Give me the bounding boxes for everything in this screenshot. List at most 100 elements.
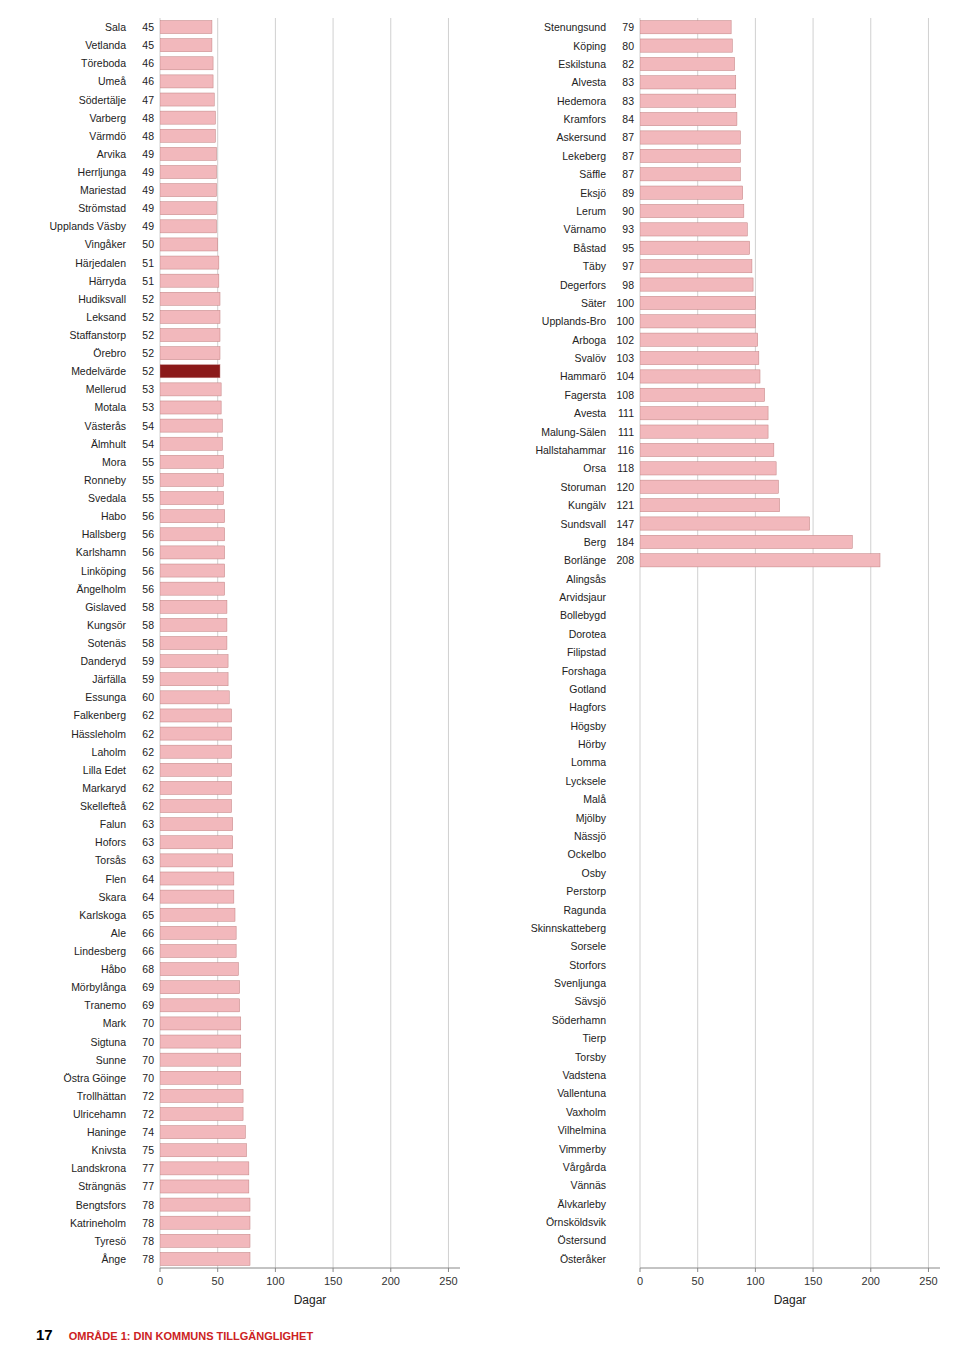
data-label: 100 xyxy=(616,297,634,309)
data-label: 87 xyxy=(622,168,634,180)
data-label: 69 xyxy=(142,999,154,1011)
bar xyxy=(640,646,641,659)
bar xyxy=(640,1032,641,1045)
bar xyxy=(160,564,225,577)
category-label: Sundsvall xyxy=(560,518,606,530)
category-label: Perstorp xyxy=(566,885,606,897)
bar xyxy=(160,890,234,903)
category-label: Älvkarleby xyxy=(558,1198,607,1210)
grid-line xyxy=(928,18,929,1268)
bar xyxy=(640,333,758,346)
bar xyxy=(160,963,238,976)
tick-label: 250 xyxy=(439,1275,457,1287)
grid-line xyxy=(813,18,814,1268)
bar xyxy=(640,1215,641,1228)
category-label: Torsås xyxy=(95,854,126,866)
category-label: Nässjö xyxy=(574,830,606,842)
tick-label: 200 xyxy=(382,1275,400,1287)
bar xyxy=(640,1105,641,1118)
category-label: Svalöv xyxy=(574,352,606,364)
data-label: 75 xyxy=(142,1144,154,1156)
data-label: 59 xyxy=(142,673,154,685)
category-label: Töreboda xyxy=(81,57,126,69)
category-label: Strängnäs xyxy=(78,1180,126,1192)
bar xyxy=(640,260,752,273)
category-label: Östra Göinge xyxy=(64,1072,127,1084)
category-label: Härryda xyxy=(89,275,127,287)
bar xyxy=(640,168,740,181)
bar xyxy=(160,1089,243,1102)
bar xyxy=(160,582,225,595)
category-label: Lekeberg xyxy=(562,150,606,162)
category-label: Hässleholm xyxy=(71,728,126,740)
tick-label: 50 xyxy=(212,1275,224,1287)
category-label: Hagfors xyxy=(569,701,606,713)
data-label: 63 xyxy=(142,854,154,866)
tick-mark xyxy=(160,1268,161,1272)
tick-label: 50 xyxy=(692,1275,704,1287)
bar xyxy=(640,462,776,475)
bar xyxy=(640,425,768,438)
category-label: Sorsele xyxy=(570,940,606,952)
category-label: Ängelholm xyxy=(76,583,126,595)
data-label: 56 xyxy=(142,583,154,595)
data-label: 120 xyxy=(616,481,634,493)
category-label: Umeå xyxy=(98,75,126,87)
data-label: 49 xyxy=(142,184,154,196)
category-label: Lerum xyxy=(576,205,606,217)
bar xyxy=(160,944,236,957)
tick-mark xyxy=(928,1268,929,1272)
bar xyxy=(640,921,641,934)
grid-line xyxy=(275,18,276,1268)
category-label: Ale xyxy=(111,927,126,939)
category-label: Västerås xyxy=(85,420,126,432)
bar xyxy=(160,256,219,269)
category-label: Sala xyxy=(105,21,126,33)
bar xyxy=(160,93,214,106)
bar xyxy=(640,443,774,456)
data-label: 118 xyxy=(617,462,634,474)
tick-mark xyxy=(333,1268,334,1272)
panel: Sala45Vetlanda45Töreboda46Umeå46Södertäl… xyxy=(50,18,460,1307)
bar xyxy=(160,926,236,939)
data-label: 56 xyxy=(142,565,154,577)
tick-label: 150 xyxy=(804,1275,822,1287)
category-label: Österåker xyxy=(560,1253,607,1265)
bar xyxy=(640,903,641,916)
category-label: Kungälv xyxy=(568,499,607,511)
data-label: 45 xyxy=(142,39,154,51)
bar xyxy=(160,636,227,649)
category-label: Sotenäs xyxy=(87,637,126,649)
bar xyxy=(160,1162,249,1175)
bar xyxy=(160,310,220,323)
grid-line xyxy=(333,18,334,1268)
category-label: Håbo xyxy=(101,963,126,975)
bar xyxy=(160,473,223,486)
category-label: Alingsås xyxy=(566,573,606,585)
bar xyxy=(640,554,880,567)
category-label: Hudiksvall xyxy=(78,293,126,305)
bar xyxy=(640,480,778,493)
x-ticks: 050100150200250 xyxy=(157,1268,458,1287)
data-label: 68 xyxy=(142,963,154,975)
bar xyxy=(640,756,641,769)
bar xyxy=(640,1142,641,1155)
data-label: 62 xyxy=(142,764,154,776)
category-label: Vadstena xyxy=(562,1069,606,1081)
bar xyxy=(160,347,220,360)
category-label: Vingåker xyxy=(85,238,127,250)
category-label: Bollebygd xyxy=(560,609,606,621)
bar xyxy=(160,1126,245,1139)
data-label: 78 xyxy=(142,1253,154,1265)
bar xyxy=(640,1179,641,1192)
bar xyxy=(640,351,759,364)
category-label: Medelvärde xyxy=(71,365,126,377)
data-label: 111 xyxy=(618,426,634,438)
data-label: 93 xyxy=(622,223,634,235)
category-label: Upplands Väsby xyxy=(50,220,127,232)
bar xyxy=(160,129,215,142)
bar xyxy=(160,673,228,686)
data-label: 66 xyxy=(142,927,154,939)
data-label: 60 xyxy=(142,691,154,703)
grid xyxy=(640,18,928,1268)
